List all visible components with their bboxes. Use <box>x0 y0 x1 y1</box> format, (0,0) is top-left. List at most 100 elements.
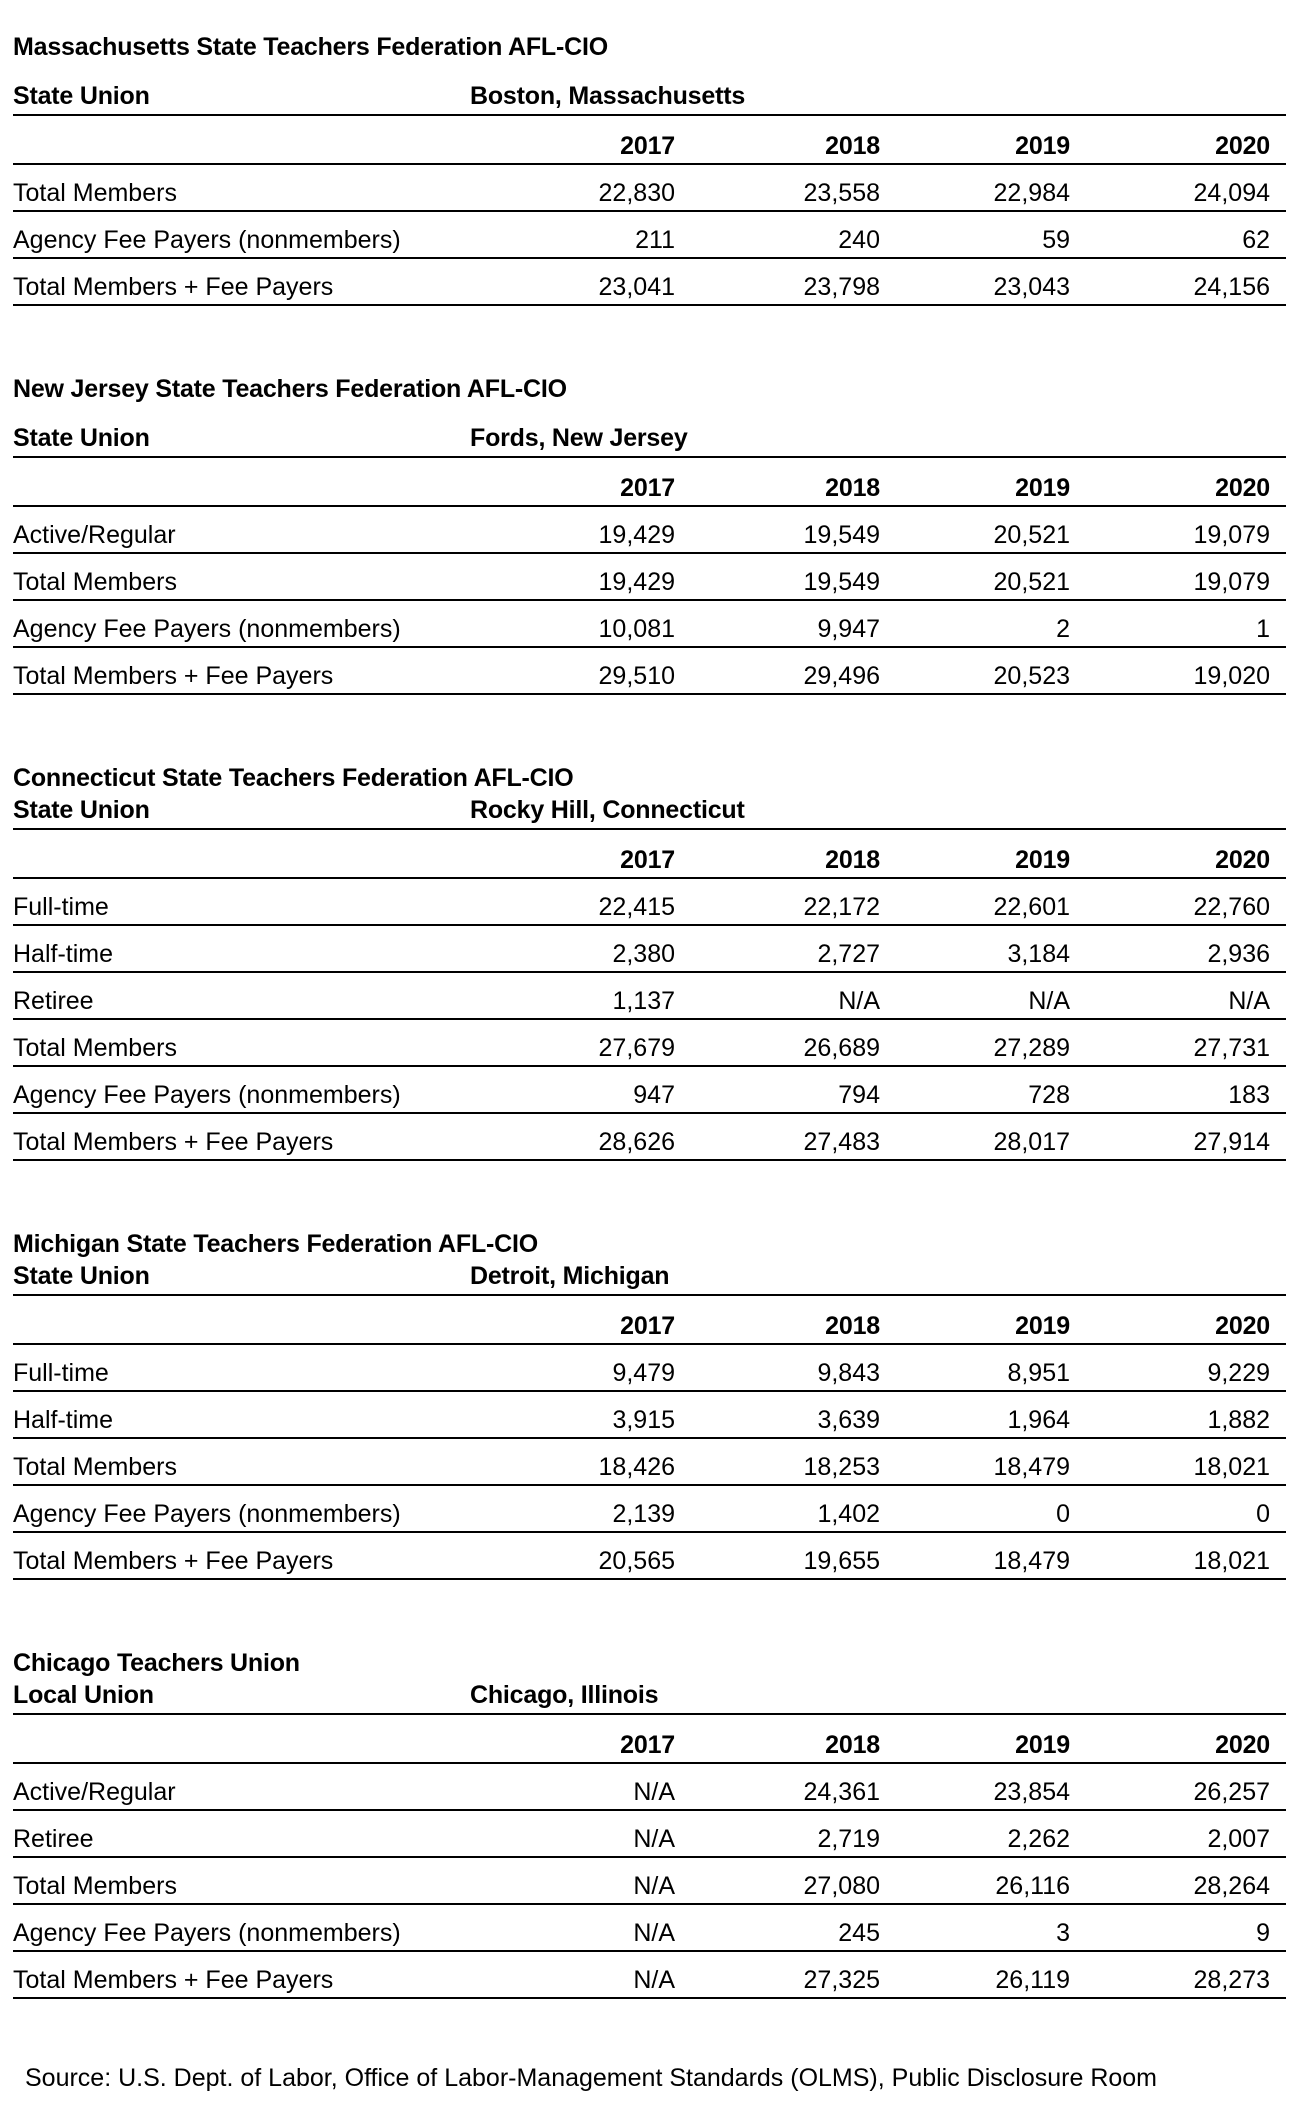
row-value: N/A <box>838 988 880 1014</box>
table-row: Retiree N/A 2,719 2,262 2,007 <box>13 1811 1286 1858</box>
row-value: 18,479 <box>993 1548 1070 1574</box>
table-row: Retiree 1,137 N/A N/A N/A <box>13 973 1286 1020</box>
row-value: 23,798 <box>803 274 880 300</box>
table-row: Total Members N/A 27,080 26,116 28,264 <box>13 1858 1286 1905</box>
table-row: Half-time 3,915 3,639 1,964 1,882 <box>13 1392 1286 1439</box>
year-header: 2017 <box>620 847 675 873</box>
table-rows: Active/Regular 19,429 19,549 20,521 19,079 … <box>13 507 1286 695</box>
row-value: 19,020 <box>1193 663 1270 689</box>
year-header: 2017 <box>620 133 675 159</box>
union-location: Chicago, Illinois <box>470 1682 659 1708</box>
row-value: 29,510 <box>598 663 675 689</box>
row-value: 9,843 <box>817 1360 880 1386</box>
row-value: 2,139 <box>612 1501 675 1527</box>
year-header-spacer <box>13 1313 465 1339</box>
row-value: N/A <box>633 1826 675 1852</box>
row-value: 211 <box>635 227 675 253</box>
row-value: N/A <box>1228 988 1270 1014</box>
row-value: 27,914 <box>1193 1129 1270 1155</box>
year-header-row: 2017 2018 2019 2020 <box>13 830 1286 879</box>
row-value: 2,007 <box>1207 1826 1270 1852</box>
row-value: 19,429 <box>598 569 675 595</box>
union-table-section: New Jersey State Teachers Federation AFL… <box>13 376 1286 695</box>
year-header: 2019 <box>1015 847 1070 873</box>
union-title: Michigan State Teachers Federation AFL-C… <box>13 1230 539 1258</box>
union-title: New Jersey State Teachers Federation AFL… <box>13 375 567 403</box>
year-header: 2019 <box>1015 133 1070 159</box>
year-header: 2018 <box>825 1732 880 1758</box>
row-value: 20,521 <box>993 569 1070 595</box>
row-label: Total Members <box>13 180 177 206</box>
row-label: Total Members + Fee Payers <box>13 1548 334 1574</box>
row-value: 22,830 <box>598 180 675 206</box>
row-value: 10,081 <box>598 616 675 642</box>
year-header-row: 2017 2018 2019 2020 <box>13 458 1286 507</box>
row-label: Total Members <box>13 569 177 595</box>
row-label: Agency Fee Payers (nonmembers) <box>13 1920 401 1946</box>
row-value: 23,558 <box>803 180 880 206</box>
row-value: 26,116 <box>995 1873 1070 1899</box>
row-value: 183 <box>1228 1082 1270 1108</box>
row-value: 28,626 <box>598 1129 675 1155</box>
row-value: 1,402 <box>817 1501 880 1527</box>
row-value: 23,041 <box>598 274 675 300</box>
year-header: 2018 <box>825 1313 880 1339</box>
table-row: Total Members + Fee Payers 29,510 29,496 2… <box>13 648 1286 695</box>
row-value: 27,289 <box>993 1035 1070 1061</box>
row-value: 9,229 <box>1207 1360 1270 1386</box>
row-value: 1,964 <box>1007 1407 1070 1433</box>
row-value: N/A <box>633 1873 675 1899</box>
year-header: 2019 <box>1015 475 1070 501</box>
union-location: Detroit, Michigan <box>470 1263 670 1289</box>
row-value: N/A <box>633 1920 675 1946</box>
row-label: Full-time <box>13 1360 109 1386</box>
table-row: Total Members + Fee Payers 23,041 23,798 2… <box>13 259 1286 306</box>
union-type-label: State Union <box>13 1263 150 1289</box>
row-value: 18,253 <box>803 1454 880 1480</box>
row-label: Agency Fee Payers (nonmembers) <box>13 1082 401 1108</box>
union-type-label: State Union <box>13 797 150 823</box>
table-header-row: State Union Detroit, Michigan <box>13 1263 1286 1296</box>
year-header: 2017 <box>620 1313 675 1339</box>
table-row: Active/Regular 19,429 19,549 20,521 19,079 <box>13 507 1286 554</box>
table-header-row: Local Union Chicago, Illinois <box>13 1682 1286 1715</box>
row-value: 1 <box>1256 616 1270 642</box>
row-label: Total Members <box>13 1873 177 1899</box>
year-header: 2018 <box>825 847 880 873</box>
row-label: Agency Fee Payers (nonmembers) <box>13 1501 401 1527</box>
year-header: 2017 <box>620 1732 675 1758</box>
table-row: Agency Fee Payers (nonmembers) 947 794 728… <box>13 1067 1286 1114</box>
row-value: 22,415 <box>598 894 675 920</box>
row-value: 19,079 <box>1193 522 1270 548</box>
row-value: 245 <box>838 1920 880 1946</box>
year-header: 2020 <box>1215 133 1270 159</box>
row-value: 19,549 <box>803 522 880 548</box>
row-value: 9 <box>1256 1920 1270 1946</box>
year-header: 2020 <box>1215 1313 1270 1339</box>
row-label: Retiree <box>13 988 94 1014</box>
row-value: N/A <box>633 1779 675 1805</box>
row-value: 3,915 <box>612 1407 675 1433</box>
table-row: Total Members + Fee Payers 28,626 27,483 2… <box>13 1114 1286 1161</box>
year-header-spacer <box>13 847 465 873</box>
row-value: 23,854 <box>993 1779 1070 1805</box>
table-rows: Full-time 22,415 22,172 22,601 22,760 Half-… <box>13 879 1286 1161</box>
union-table-section: Connecticut State Teachers Federation AF… <box>13 765 1286 1161</box>
union-type-label: State Union <box>13 83 150 109</box>
row-value: 23,043 <box>993 274 1070 300</box>
table-row: Agency Fee Payers (nonmembers) 2,139 1,40… <box>13 1486 1286 1533</box>
row-value: 24,361 <box>803 1779 880 1805</box>
row-label: Agency Fee Payers (nonmembers) <box>13 616 401 642</box>
union-type-label: State Union <box>13 425 150 451</box>
union-title: Massachusetts State Teachers Federation … <box>13 33 608 61</box>
row-value: 19,549 <box>803 569 880 595</box>
union-table-section: Massachusetts State Teachers Federation … <box>13 34 1286 306</box>
year-header-spacer <box>13 1732 465 1758</box>
row-value: 2,936 <box>1207 941 1270 967</box>
row-value: 9,947 <box>817 616 880 642</box>
row-value: 22,984 <box>993 180 1070 206</box>
row-value: 9,479 <box>612 1360 675 1386</box>
table-row: Agency Fee Payers (nonmembers) N/A 245 3 9 <box>13 1905 1286 1952</box>
row-value: 22,601 <box>993 894 1070 920</box>
row-value: 26,119 <box>995 1967 1070 1993</box>
